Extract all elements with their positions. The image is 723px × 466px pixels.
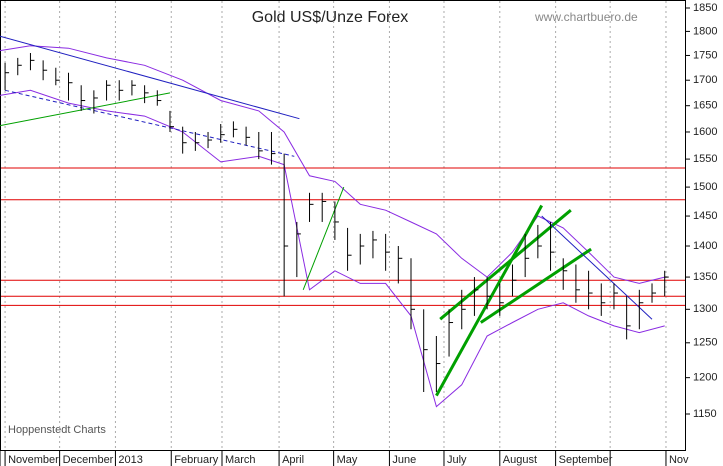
trend-line <box>0 92 171 127</box>
y-tick-label: 1350 <box>693 271 717 283</box>
x-tick-label: July <box>447 454 467 466</box>
y-tick-label: 1800 <box>693 25 717 37</box>
trend-line <box>541 215 653 320</box>
y-tick-label: 1750 <box>693 49 717 61</box>
x-tick-label: March <box>225 454 256 466</box>
y-tick-label: 1500 <box>693 181 717 193</box>
x-tick-label: November <box>8 454 59 466</box>
y-tick-label: 1700 <box>693 74 717 86</box>
y-tick-label: 1300 <box>693 303 717 315</box>
plot-frame <box>0 0 686 451</box>
x-tick-label: Nov <box>669 454 689 466</box>
y-tick-label: 1200 <box>693 372 717 384</box>
x-tick-label: August <box>503 454 537 466</box>
chart-title: Gold US$/Unze Forex <box>252 9 409 26</box>
y-tick-label: 1600 <box>693 126 717 138</box>
y-tick-label: 1450 <box>693 210 717 222</box>
x-tick-label: 2013 <box>118 454 142 466</box>
x-tick-label: December <box>63 454 114 466</box>
bollinger-upper <box>0 45 665 284</box>
trend-line <box>479 247 592 324</box>
x-tick-label: February <box>174 454 219 466</box>
trend-line <box>302 186 345 290</box>
y-tick-label: 1250 <box>693 337 717 349</box>
watermark: www.chartbuero.de <box>534 10 638 24</box>
source-note: Hoppenstedt Charts <box>8 424 106 436</box>
bollinger-lower <box>0 89 665 408</box>
x-tick-label: June <box>392 454 416 466</box>
x-tick-label: May <box>337 454 358 466</box>
trend-line <box>0 35 300 120</box>
x-tick-label: September <box>559 454 613 466</box>
y-tick-label: 1550 <box>693 153 717 165</box>
y-tick-label: 1850 <box>693 2 717 14</box>
y-tick-label: 1650 <box>693 100 717 112</box>
trend-line <box>435 204 544 397</box>
y-tick-label: 1400 <box>693 240 717 252</box>
y-tick-label: 1150 <box>693 408 717 420</box>
x-tick-label: April <box>282 454 304 466</box>
